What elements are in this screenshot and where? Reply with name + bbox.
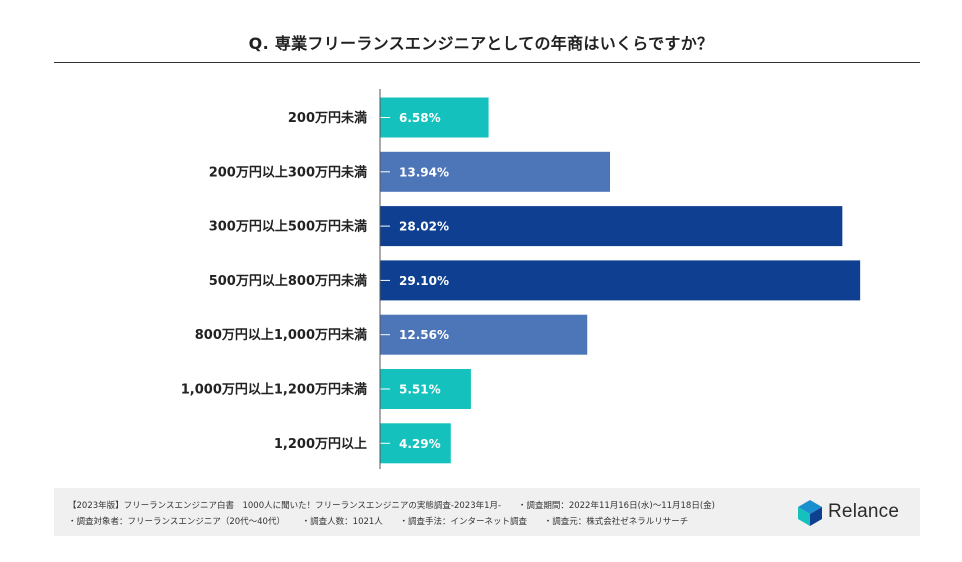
value-label-1: 13.94% (399, 165, 449, 179)
category-label-5: 1,000万円以上1,200万円未満 (181, 382, 367, 398)
footnote-period: ・調査期間：2022年11月16日(水)〜11月18日(金) (517, 501, 715, 511)
category-label-3: 500万円以上800万円未満 (209, 273, 367, 289)
value-label-2: 28.02% (399, 220, 449, 234)
footnote-org: ・調査元：株式会社ゼネラルリサーチ (543, 517, 689, 527)
footnote-line-1: 【2023年版】フリーランスエンジニア白書 1000人に聞いた！フリーランスエン… (68, 499, 729, 511)
bar-3 (380, 260, 861, 301)
value-label-0: 6.58% (399, 111, 441, 125)
bar-2 (380, 206, 843, 247)
category-label-1: 200万円以上300万円未満 (209, 164, 367, 180)
bar-chart: 6.58% 200万円未満 13.94% 200万円以上300万円未満 28.02% 30… (181, 89, 861, 469)
bar-5 (380, 369, 471, 409)
bar-0 (380, 97, 489, 138)
relance-logo: Relance (796, 499, 916, 527)
footnote-count: ・調査人数：1021人 (301, 517, 383, 527)
footnote-target: ・調査対象者：フリーランスエンジニア（20代〜40代） (68, 517, 285, 527)
value-label-6: 4.29% (399, 437, 441, 451)
bar-1 (380, 151, 611, 192)
category-label-4: 800万円以上1,000万円未満 (195, 327, 367, 343)
footnote-panel: 【2023年版】フリーランスエンジニア白書 1000人に聞いた！フリーランスエン… (54, 488, 920, 536)
chart-title: Q. 専業フリーランスエンジニアとしての年商はいくらですか？ (248, 34, 714, 53)
relance-logo-icon (798, 500, 822, 526)
bar-4 (380, 314, 588, 355)
value-label-5: 5.51% (399, 383, 441, 397)
category-label-6: 1,200万円以上 (274, 437, 367, 452)
footnote-source: 【2023年版】フリーランスエンジニア白書 1000人に聞いた！フリーランスエン… (68, 501, 502, 511)
logo-text: Relance (828, 501, 900, 522)
title-divider (54, 62, 920, 63)
footnote-method: ・調査手法：インターネット調査 (399, 517, 528, 527)
value-label-3: 29.10% (399, 274, 449, 288)
category-label-2: 300万円以上500万円未満 (209, 219, 367, 235)
value-label-4: 12.56% (399, 328, 449, 342)
footnote-line-2: ・調査対象者：フリーランスエンジニア（20代〜40代） ・調査人数：1021人 … (68, 515, 702, 527)
category-label-0: 200万円未満 (288, 110, 367, 126)
bar-6 (380, 423, 451, 464)
